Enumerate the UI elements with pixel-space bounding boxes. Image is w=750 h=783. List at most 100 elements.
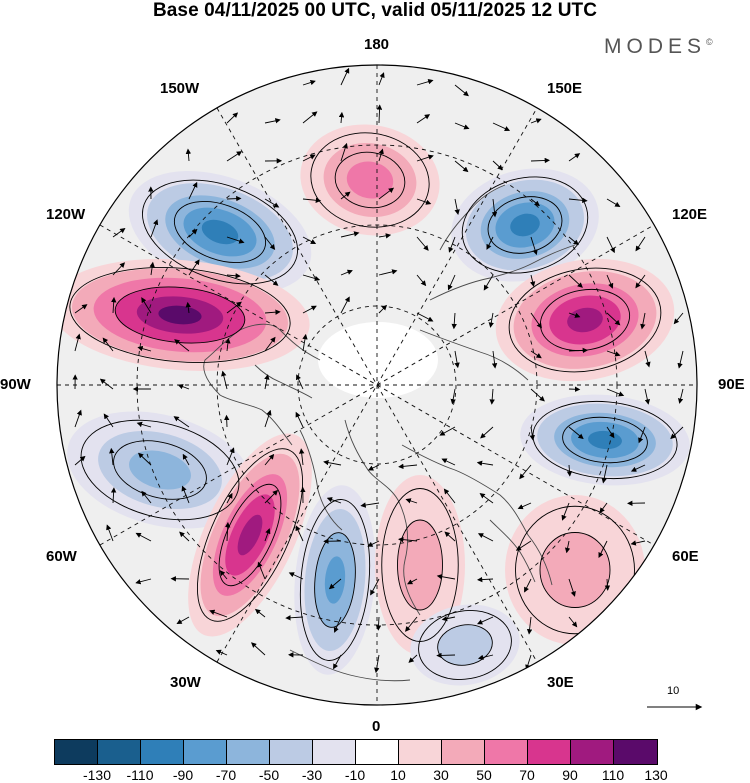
wind-arrow <box>367 464 380 471</box>
wind-arrow <box>630 540 646 546</box>
wind-arrow <box>491 350 498 369</box>
wind-arrow <box>285 615 304 621</box>
wind-arrow <box>340 231 360 238</box>
anomaly-positive-10E <box>375 475 465 655</box>
colorbar-swatch <box>528 740 571 764</box>
lon-label-120W: 120W <box>46 206 86 223</box>
wind-arrow <box>188 259 200 276</box>
wind-arrow <box>299 448 305 466</box>
wind-arrow <box>378 233 392 239</box>
wind-arrow <box>103 413 114 428</box>
wind-arrow <box>378 269 398 276</box>
wind-arrow <box>264 374 270 390</box>
anomaly-contour <box>237 514 263 556</box>
wind-arrow <box>529 274 536 287</box>
wind-arrow <box>137 345 152 352</box>
wind-arrow <box>264 528 271 542</box>
anomaly-contour <box>540 532 610 608</box>
wind-arrow <box>135 578 152 585</box>
wind-arrow <box>376 104 383 124</box>
streamline <box>218 483 282 587</box>
wind-arrow <box>102 337 114 352</box>
colorbar-tick-label: -50 <box>258 767 280 783</box>
anomaly-contour <box>397 520 443 610</box>
lon-label-180: 180 <box>364 36 390 53</box>
wind-arrow <box>630 464 646 472</box>
lon-label-90W: 90W <box>0 376 31 393</box>
wind-arrow <box>150 219 159 238</box>
wind-vectors <box>72 67 684 674</box>
wind-arrow <box>226 151 243 162</box>
colorbar-tick-label: 70 <box>519 767 535 783</box>
wind-arrow <box>219 570 228 580</box>
wind-arrow <box>251 642 266 656</box>
wind-arrow <box>491 198 498 218</box>
wind-arrow <box>209 609 228 618</box>
wind-arrow <box>454 350 460 369</box>
wind-arrow <box>375 616 382 631</box>
wind-arrow <box>173 416 190 428</box>
colorbar-swatch <box>313 740 356 764</box>
wind-arrow <box>416 236 429 251</box>
streamline <box>299 499 371 661</box>
wind-arrow <box>295 525 304 542</box>
wind-arrow <box>568 312 581 318</box>
wind-arrow <box>328 578 342 590</box>
anomaly-positive-55E <box>505 495 645 645</box>
wind-arrow <box>606 236 615 254</box>
wind-arrow <box>302 333 308 352</box>
wind-arrow <box>606 274 614 289</box>
wind-arrow <box>302 274 321 282</box>
wind-arrow <box>517 502 532 510</box>
colorbar-swatch <box>270 740 313 764</box>
wind-arrow <box>136 421 152 428</box>
wind-arrow <box>226 236 245 244</box>
colorbar-tick-label: 30 <box>433 767 449 783</box>
wind-arrow <box>416 312 434 322</box>
wind-arrow <box>483 274 494 291</box>
wind-arrow <box>530 118 542 124</box>
wind-arrow <box>221 370 228 390</box>
streamline <box>508 267 662 373</box>
wind-arrow <box>74 304 88 314</box>
wind-arrow <box>568 274 583 288</box>
anomaly-negative-120W <box>128 170 312 294</box>
wind-arrow <box>264 118 281 124</box>
wind-arrow <box>296 374 304 390</box>
wind-arrow <box>181 485 190 504</box>
wind-arrow <box>524 578 532 593</box>
wind-arrow <box>340 191 351 200</box>
wind-arrow <box>670 426 684 440</box>
colorbar-swatch <box>184 740 227 764</box>
anomaly-contour <box>510 213 540 237</box>
wind-arrow <box>226 112 239 124</box>
wind-arrow <box>476 576 494 583</box>
wind-arrow <box>112 262 126 276</box>
streamline <box>196 448 304 622</box>
streamline <box>461 176 589 274</box>
wind-arrow <box>561 502 570 521</box>
wind-arrow <box>448 236 456 253</box>
wind-arrow <box>179 531 190 542</box>
wind-arrow <box>673 312 684 325</box>
wind-arrow <box>226 447 235 466</box>
wind-arrow <box>188 181 198 200</box>
wind-arrow <box>451 312 457 330</box>
colorbar-swatch <box>356 740 399 764</box>
wind-arrow <box>378 72 385 86</box>
wind-arrow <box>599 502 608 514</box>
wind-arrow <box>486 236 494 250</box>
wind-arrow <box>340 269 353 276</box>
wind-arrow <box>109 447 115 466</box>
wind-arrow <box>450 388 456 405</box>
wind-arrow <box>338 111 345 124</box>
streamlines <box>69 132 678 680</box>
map-border <box>56 64 698 706</box>
colorbar-tick-label: -110 <box>126 767 154 783</box>
anomaly-positive-170W <box>300 124 440 236</box>
wind-arrow <box>408 654 418 663</box>
wind-arrow <box>441 615 456 622</box>
wind-arrow <box>74 333 81 352</box>
wind-arrow <box>530 198 540 207</box>
wind-arrow <box>226 273 241 279</box>
